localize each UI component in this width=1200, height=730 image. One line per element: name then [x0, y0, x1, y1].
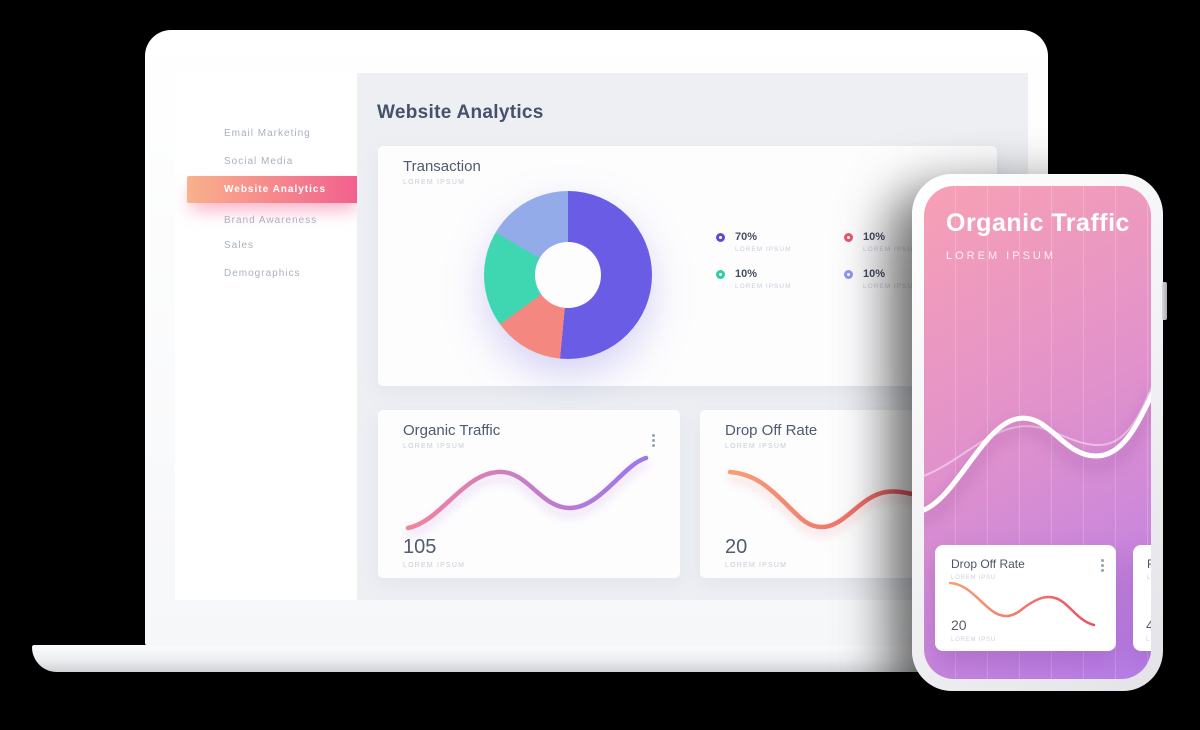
legend-ring-blue-icon	[844, 270, 853, 279]
phone-drop-off-title: Drop Off Rate	[951, 557, 1025, 571]
phone-drop-off-value: 20	[951, 617, 967, 633]
legend-value: 10%	[863, 268, 886, 280]
organic-traffic-card: Organic Traffic LOREM IPSUM 105 LOREM IP…	[378, 410, 680, 578]
organic-traffic-line-chart	[405, 455, 649, 531]
kebab-menu-icon[interactable]	[1101, 559, 1104, 562]
legend-item-10-teal: 10% LOREM IPSUM	[716, 268, 792, 290]
legend-label: LOREM IPSUM	[735, 283, 792, 290]
legend-item-10-red: 10% LOREM IPSUM	[844, 231, 920, 253]
phone-drop-off-subtitle: LOREM IPSU	[951, 575, 997, 581]
transaction-subtitle: LOREM IPSUM	[403, 179, 466, 186]
phone-drop-off-value-label: LOREM IPSU	[951, 637, 997, 643]
phone-partial-subtitle: L	[1147, 575, 1151, 581]
phone-page-subtitle: LOREM IPSUM	[946, 250, 1057, 262]
legend-value: 70%	[735, 231, 758, 243]
legend-ring-teal-icon	[716, 270, 725, 279]
transaction-title: Transaction	[403, 158, 481, 175]
drop-off-rate-title: Drop Off Rate	[725, 422, 818, 439]
sidebar-item-demographics[interactable]: Demographics	[224, 268, 301, 279]
legend-ring-purple-icon	[716, 233, 725, 242]
phone-partial-value: 4	[1146, 617, 1151, 633]
legend-ring-red-icon	[844, 233, 853, 242]
kebab-menu-icon[interactable]	[652, 434, 655, 437]
phone-hero-line-chart	[924, 386, 1151, 513]
phone-mockup: Organic Traffic LOREM IPSUM Drop Off Rat…	[912, 174, 1167, 691]
dashboard-main: Website Analytics Transaction LOREM IPSU…	[357, 73, 1028, 600]
organic-traffic-value: 105	[403, 536, 437, 558]
organic-traffic-subtitle: LOREM IPSUM	[403, 443, 466, 450]
laptop-screen: Email Marketing Social Media Website Ana…	[175, 73, 1028, 600]
sidebar-item-website-analytics[interactable]: Website Analytics	[187, 176, 361, 203]
drop-off-rate-value-label: LOREM IPSUM	[725, 562, 788, 569]
phone-partial-card: R L 4 L	[1133, 545, 1151, 651]
organic-traffic-value-label: LOREM IPSUM	[403, 562, 466, 569]
drop-off-rate-subtitle: LOREM IPSUM	[725, 443, 788, 450]
sidebar-item-email-marketing[interactable]: Email Marketing	[224, 128, 311, 139]
organic-traffic-title: Organic Traffic	[403, 422, 501, 439]
phone-drop-off-card: Drop Off Rate LOREM IPSU 20 LOREM IPSU	[935, 545, 1116, 651]
drop-off-rate-value: 20	[725, 536, 748, 558]
phone-screen: Organic Traffic LOREM IPSUM Drop Off Rat…	[924, 186, 1151, 679]
legend-label: LOREM IPSUM	[863, 283, 920, 290]
legend-label: LOREM IPSUM	[735, 246, 792, 253]
legend-item-70: 70% LOREM IPSUM	[716, 231, 792, 253]
page-title: Website Analytics	[377, 102, 544, 123]
legend-value: 10%	[735, 268, 758, 280]
phone-side-button	[1162, 282, 1167, 320]
phone-drop-off-line-chart	[948, 581, 1096, 627]
sidebar-item-sales[interactable]: Sales	[224, 240, 255, 251]
laptop-body: Email Marketing Social Media Website Ana…	[145, 30, 1048, 646]
transaction-donut-chart	[484, 191, 652, 359]
donut-hole	[535, 242, 601, 308]
sidebar-item-brand-awareness[interactable]: Brand Awareness	[224, 215, 318, 226]
phone-partial-title: R	[1147, 557, 1151, 571]
sidebar-item-social-media[interactable]: Social Media	[224, 156, 294, 167]
transaction-card: Transaction LOREM IPSUM 70% LOREM IPSUM	[378, 146, 997, 386]
legend-value: 10%	[863, 231, 886, 243]
phone-page-title: Organic Traffic	[946, 209, 1130, 237]
legend-label: LOREM IPSUM	[863, 246, 920, 253]
legend-item-10-blue: 10% LOREM IPSUM	[844, 268, 920, 290]
sidebar: Email Marketing Social Media Website Ana…	[175, 73, 361, 600]
phone-partial-value-label: L	[1146, 637, 1151, 643]
